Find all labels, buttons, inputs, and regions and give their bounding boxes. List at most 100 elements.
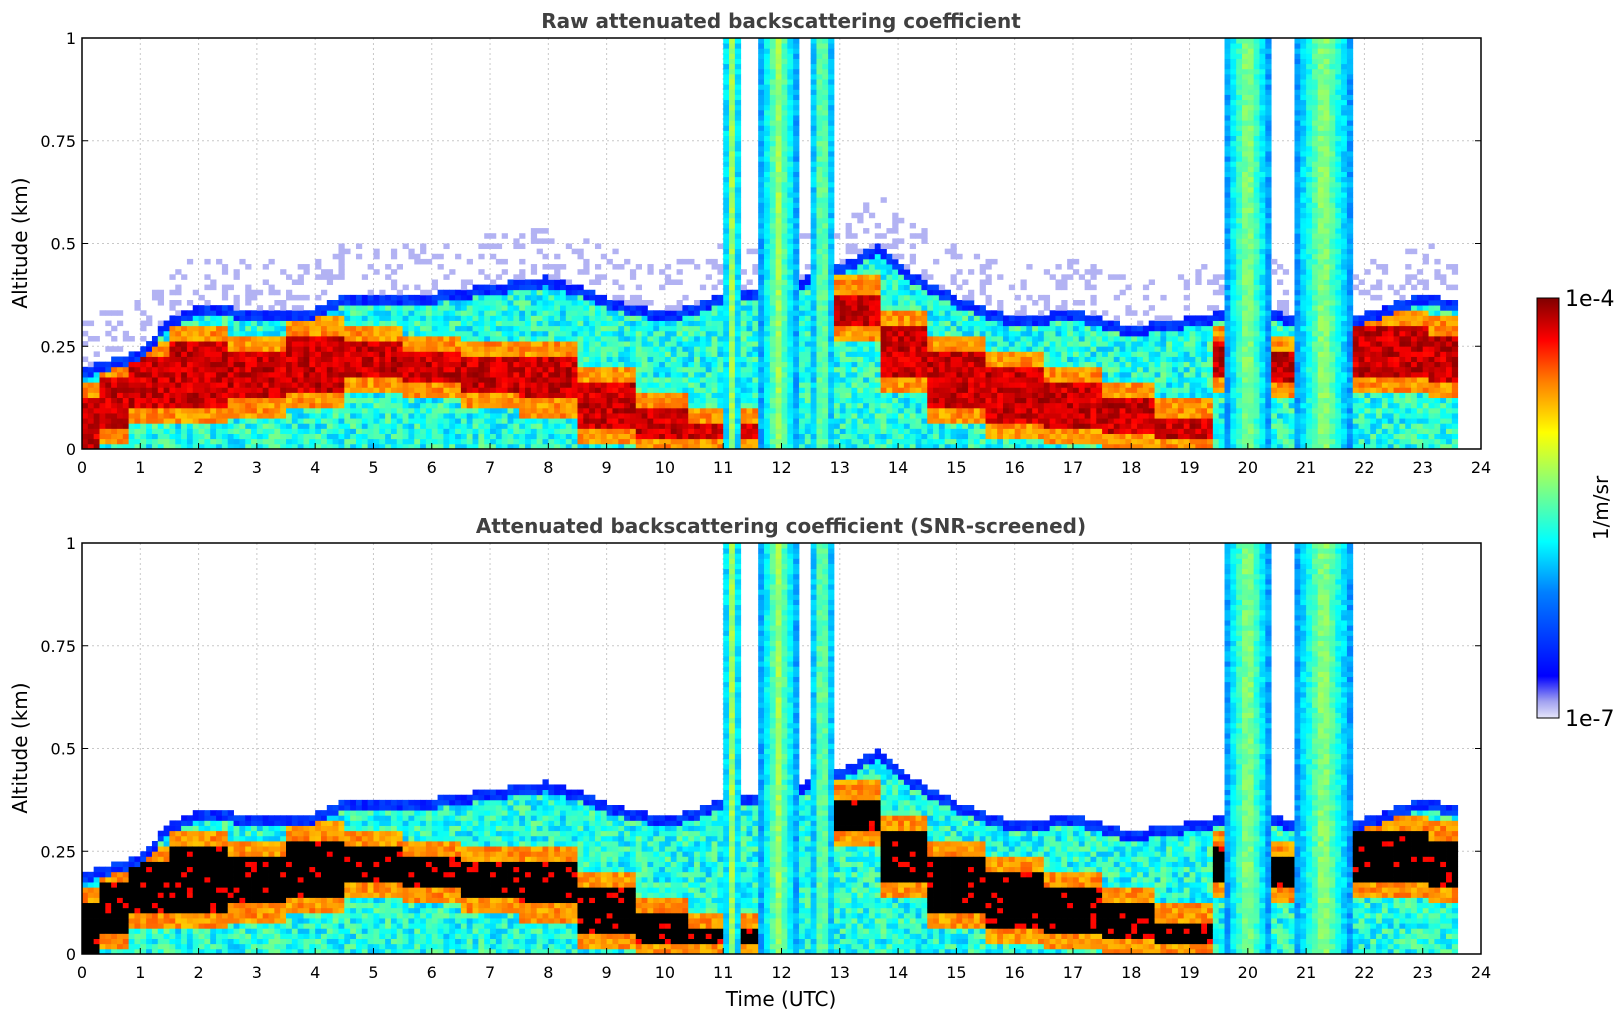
heatmap-cell [869,279,875,285]
heatmap-cell [280,413,286,419]
heatmap-cell [572,382,578,388]
heatmap-cell [327,300,333,306]
heatmap-cell [811,197,817,203]
heatmap-cell [519,305,525,311]
heatmap-cell [840,315,846,321]
heatmap-cell [251,392,257,398]
heatmap-cell [793,151,799,157]
heatmap-cell [158,326,164,332]
heatmap-cell [338,423,344,429]
heatmap-cell [758,321,764,327]
heatmap-cell [741,408,747,414]
heatmap-cell [787,166,793,172]
heatmap-cell [787,110,793,116]
heatmap-cell [572,439,578,445]
heatmap-cell [688,367,694,373]
heatmap-cell [787,315,793,321]
heatmap-cell [752,362,758,368]
heatmap-cell [181,326,187,332]
heatmap-cell [799,300,805,306]
heatmap-cell [764,136,770,142]
heatmap-cell [717,279,723,285]
heatmap-cell [368,326,374,332]
heatmap-cell [146,382,152,388]
heatmap-cell [111,434,117,440]
heatmap-cell [846,428,852,434]
heatmap-cell [822,351,828,357]
heatmap-cell [863,249,869,255]
heatmap-cell [776,187,782,193]
heatmap-cell [747,434,753,440]
heatmap-cell [94,387,100,393]
heatmap-cell [111,357,117,363]
heatmap-cell [94,428,100,434]
heatmap-cell [595,305,601,311]
heatmap-cell [344,300,350,306]
heatmap-cell [735,377,741,383]
heatmap-cell [537,413,543,419]
heatmap-cell [822,130,828,136]
heatmap-cell [735,244,741,250]
heatmap-cell [537,428,543,434]
heatmap-cell [269,321,275,327]
heatmap-cell [677,259,683,265]
heatmap-cell [350,423,356,429]
heatmap-cell [577,351,583,357]
heatmap-cell [420,305,426,311]
heatmap-cell [828,428,834,434]
heatmap-cell [869,315,875,321]
heatmap-cell [385,295,391,301]
heatmap-cell [169,336,175,342]
heatmap-cell [776,89,782,95]
heatmap-cell [210,362,216,368]
heatmap-cell [758,290,764,296]
heatmap-cell [828,208,834,214]
heatmap-cell [543,336,549,342]
heatmap-cell [543,295,549,301]
heatmap-cell [764,341,770,347]
heatmap-cell [747,377,753,383]
heatmap-cell [776,156,782,162]
heatmap-cell [828,79,834,85]
heatmap-cell [589,372,595,378]
heatmap-cell [642,351,648,357]
heatmap-cell [752,315,758,321]
heatmap-cell [263,362,269,368]
heatmap-cell [577,321,583,327]
heatmap-cell [729,213,735,219]
heatmap-cell [373,326,379,332]
heatmap-cell [508,357,514,363]
heatmap-cell [123,439,129,445]
heatmap-cell [770,403,776,409]
heatmap-cell [257,434,263,440]
heatmap-cell [671,315,677,321]
heatmap-cell [245,326,251,332]
heatmap-cell [373,305,379,311]
heatmap-cell [776,434,782,440]
heatmap-cell [822,161,828,167]
heatmap-cell [531,372,537,378]
heatmap-cell [787,172,793,178]
heatmap-cell [187,382,193,388]
heatmap-cell [805,315,811,321]
heatmap-cell [822,357,828,363]
heatmap-cell [851,249,857,255]
heatmap-cell [239,321,245,327]
heatmap-cell [164,434,170,440]
heatmap-cell [239,341,245,347]
heatmap-cell [461,346,467,352]
heatmap-cell [356,244,362,250]
heatmap-cell [537,367,543,373]
heatmap-cell [764,259,770,265]
heatmap-cell [776,84,782,90]
heatmap-cell [799,382,805,388]
heatmap-cell [111,413,117,419]
heatmap-cell [496,300,502,306]
heatmap-cell [426,305,432,311]
heatmap-cell [647,351,653,357]
heatmap-cell [700,377,706,383]
heatmap-cell [583,413,589,419]
heatmap-cell [443,408,449,414]
heatmap-cell [245,331,251,337]
